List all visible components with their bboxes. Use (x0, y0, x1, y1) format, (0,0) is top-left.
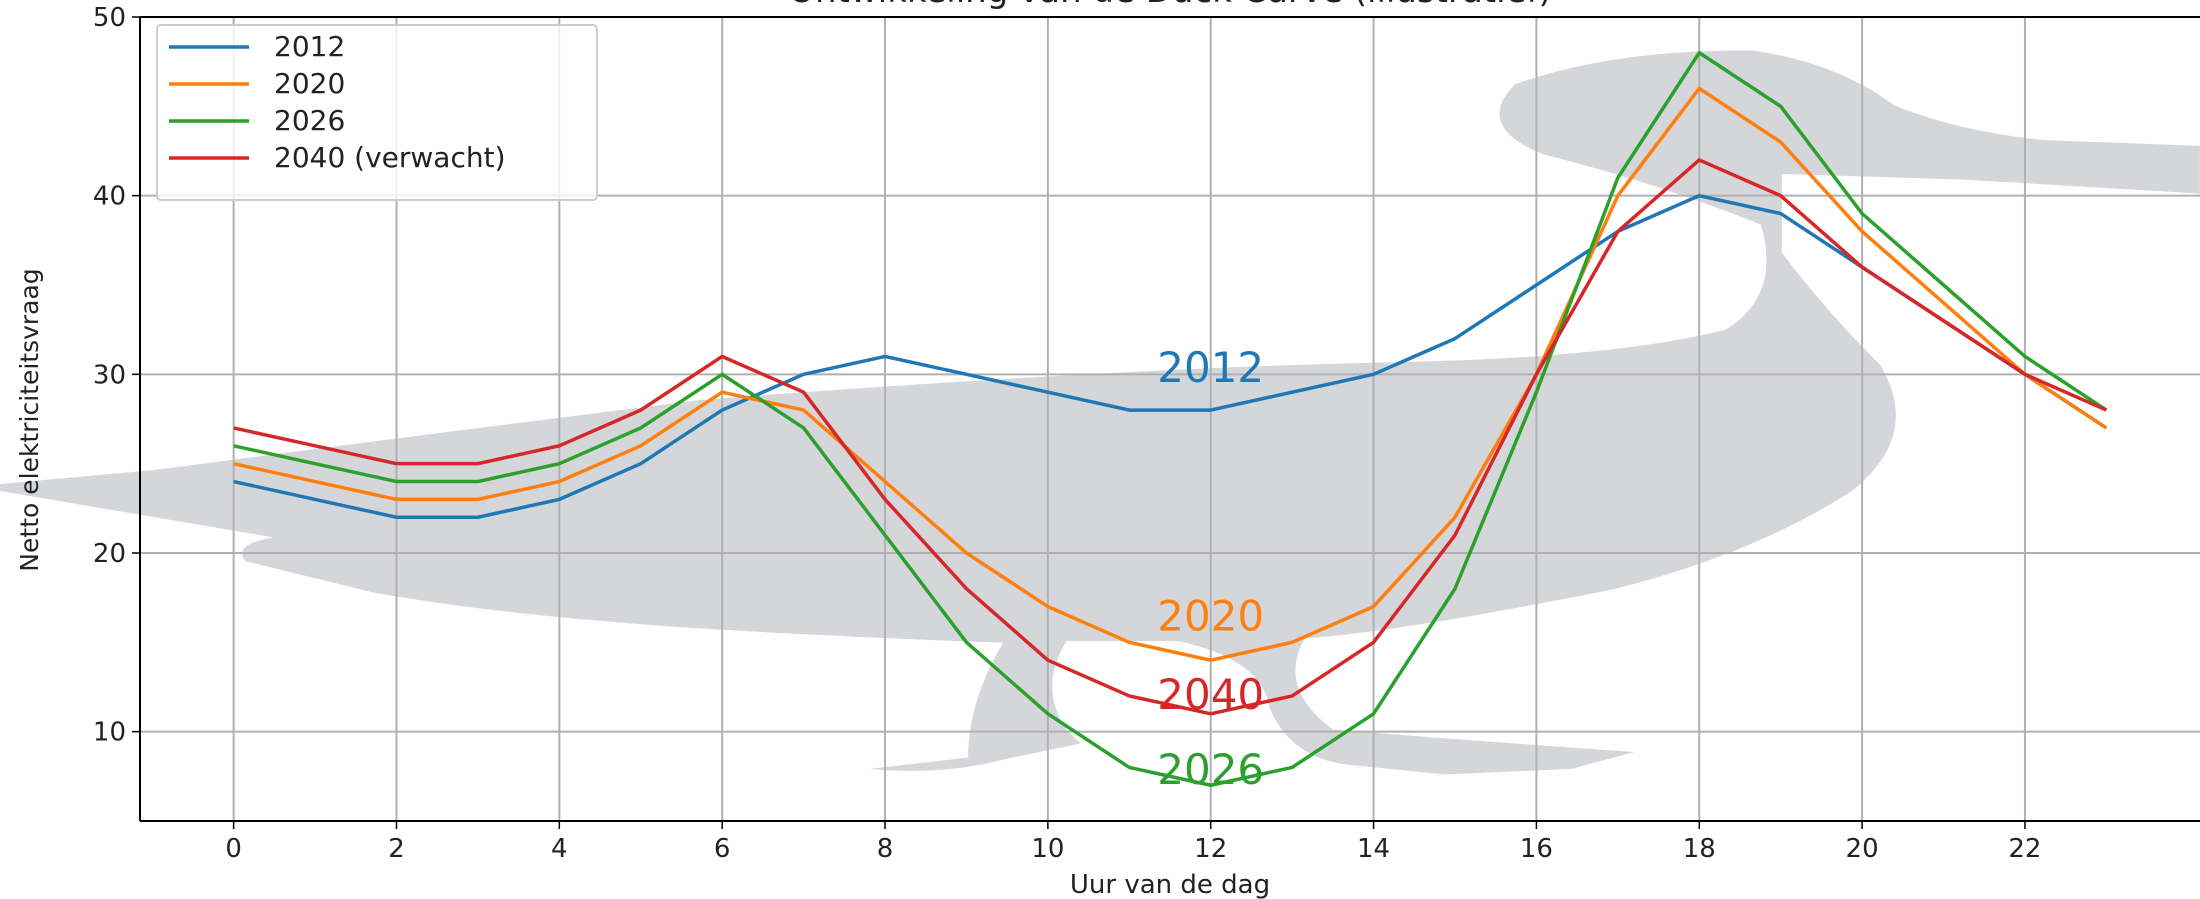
series-line (233, 86, 2108, 662)
legend: 2012 2020 2026 2040 (verwacht) (156, 24, 598, 201)
x-tick-label: 6 (714, 834, 731, 864)
y-tick-label: 30 (93, 360, 126, 390)
x-tick-label: 18 (1683, 834, 1716, 864)
series-line (233, 50, 2108, 788)
annotation: 2026 (1157, 745, 1264, 794)
series-line (233, 193, 2108, 520)
legend-label: 2026 (274, 104, 345, 137)
x-tick-label: 14 (1357, 834, 1390, 864)
chart-title: Ontwikkeling van de Duck Curve (illustra… (788, 0, 1551, 11)
x-tick-label: 10 (1031, 834, 1064, 864)
y-tick-label: 40 (93, 182, 126, 212)
x-tick-label: 8 (877, 834, 894, 864)
x-tick-label: 16 (1520, 834, 1553, 864)
duck-silhouette (0, 50, 2200, 775)
legend-label: 2020 (274, 67, 345, 100)
annotation: 2040 (1157, 670, 1264, 719)
y-tick-label: 20 (93, 539, 126, 569)
x-tick-label: 20 (1846, 834, 1879, 864)
y-tick-label: 50 (93, 3, 126, 33)
x-tick-label: 22 (2008, 834, 2041, 864)
y-tick-label: 10 (93, 718, 126, 748)
x-axis-label: Uur van de dag (1070, 870, 1270, 899)
x-tick-label: 4 (551, 834, 568, 864)
legend-label: 2040 (verwacht) (274, 141, 506, 174)
x-tick-label: 0 (225, 834, 242, 864)
legend-label: 2012 (274, 30, 345, 63)
x-tick-label: 12 (1194, 834, 1227, 864)
annotation: 2012 (1157, 343, 1264, 392)
series-line (233, 158, 2108, 716)
x-tick-label: 2 (388, 834, 405, 864)
y-axis-label: Netto elektriciteitsvraag (15, 268, 44, 571)
annotation: 2020 (1157, 592, 1264, 641)
legend-box (156, 24, 598, 201)
